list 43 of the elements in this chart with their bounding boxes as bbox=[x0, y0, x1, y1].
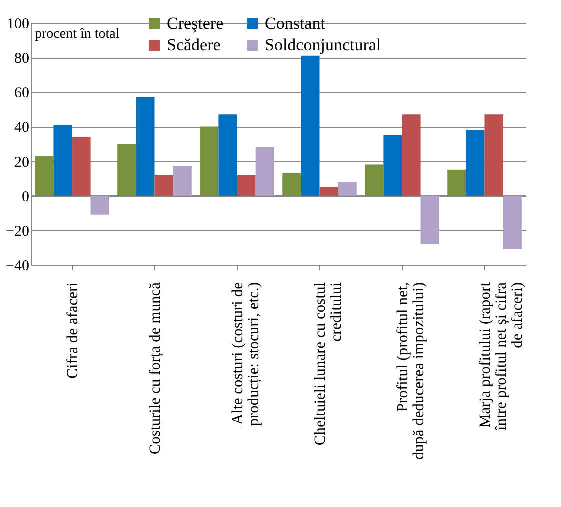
bar bbox=[256, 147, 274, 196]
y-tick-label: 20 bbox=[14, 154, 30, 171]
bar bbox=[320, 187, 338, 196]
x-tick-label: Profitul (profitul net, după deducerea impozitului) bbox=[394, 282, 428, 460]
bar bbox=[173, 166, 192, 196]
y-tick-label: 60 bbox=[14, 86, 30, 102]
y-tick-label: −40 bbox=[6, 258, 30, 274]
bar bbox=[218, 114, 238, 196]
bar bbox=[338, 182, 357, 196]
bar bbox=[154, 175, 174, 196]
annotation: procent în total bbox=[35, 27, 120, 42]
bar bbox=[54, 124, 72, 196]
y-tick-label: −20 bbox=[6, 224, 30, 240]
legend-label: Constant bbox=[265, 14, 326, 33]
bar bbox=[237, 175, 256, 196]
bar bbox=[136, 97, 155, 196]
x-tick-label: Cifra de afaceri bbox=[64, 282, 82, 379]
y-tick-label: 0 bbox=[22, 189, 30, 206]
bar bbox=[402, 114, 421, 196]
x-tick-label: Cheltuieli lunare cu costul creditului bbox=[312, 282, 345, 446]
bar bbox=[384, 135, 402, 196]
bar bbox=[484, 114, 504, 196]
legend-label: Soldconjunctural bbox=[265, 36, 382, 54]
y-tick-label: 80 bbox=[14, 51, 30, 68]
bar bbox=[466, 130, 485, 196]
bar bbox=[420, 196, 440, 244]
x-tick-label: Marja profitului (raport între profitul net și cifra de afaceri) bbox=[476, 282, 526, 432]
bar bbox=[282, 173, 302, 196]
y-tick-label: 100 bbox=[7, 16, 30, 32]
x-tick-label: Costurile cu forța de muncă bbox=[146, 282, 164, 455]
y-tick-label: 40 bbox=[14, 120, 30, 136]
bar bbox=[448, 170, 466, 196]
x-tick-label: Alte costuri (costuri de producție: stocuri, etc.) bbox=[229, 282, 262, 426]
bar bbox=[503, 196, 522, 250]
bar bbox=[35, 156, 54, 196]
bar bbox=[365, 164, 384, 196]
bar bbox=[90, 196, 110, 215]
legend-label: Scădere bbox=[167, 36, 221, 54]
legend-label: Creştere bbox=[167, 14, 224, 33]
bar bbox=[72, 137, 91, 196]
bar bbox=[200, 126, 219, 196]
bar bbox=[118, 144, 136, 196]
bar bbox=[301, 56, 320, 196]
